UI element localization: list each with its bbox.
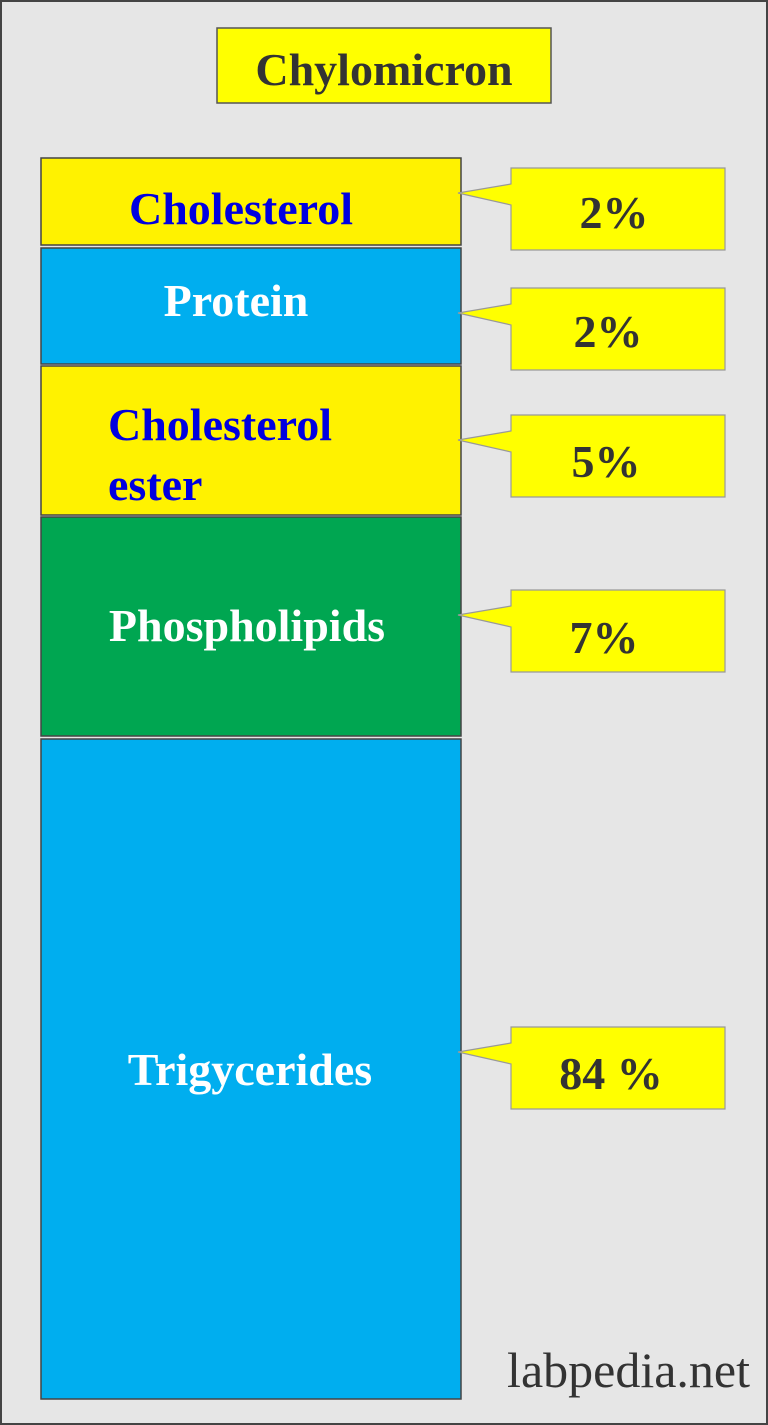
callout-value: 2% xyxy=(574,306,643,357)
layer-triglycerides: Trigycerides xyxy=(40,738,462,1400)
layer-label: Protein xyxy=(164,275,309,326)
layer-label: Phospholipids xyxy=(109,600,385,651)
callout-protein: 2% xyxy=(457,287,726,371)
layer-cholesterol: Cholesterol xyxy=(40,157,462,246)
layer-label-line2: ester xyxy=(108,459,202,510)
callout-cholesterol-ester: 5% xyxy=(457,414,726,498)
layer-phospholipids: Phospholipids xyxy=(40,516,462,737)
layer-cholesterol-ester: Cholesterol ester xyxy=(40,365,462,516)
callout-cholesterol: 2% xyxy=(457,167,726,251)
title: Chylomicron xyxy=(255,44,512,95)
layer-protein: Protein xyxy=(40,247,462,365)
layer-label: Trigycerides xyxy=(128,1044,372,1095)
layer-label: Cholesterol xyxy=(129,183,353,234)
callout-triglycerides: 84 % xyxy=(457,1026,726,1110)
callout-value: 84 % xyxy=(559,1048,663,1099)
layer-label-line1: Cholesterol xyxy=(108,399,332,450)
callout-phospholipids: 7% xyxy=(457,589,726,673)
title-box: Chylomicron xyxy=(216,27,552,104)
callout-value: 5% xyxy=(572,436,641,487)
callout-value: 7% xyxy=(570,612,639,663)
watermark: labpedia.net xyxy=(507,1342,750,1398)
callout-value: 2% xyxy=(580,187,649,238)
